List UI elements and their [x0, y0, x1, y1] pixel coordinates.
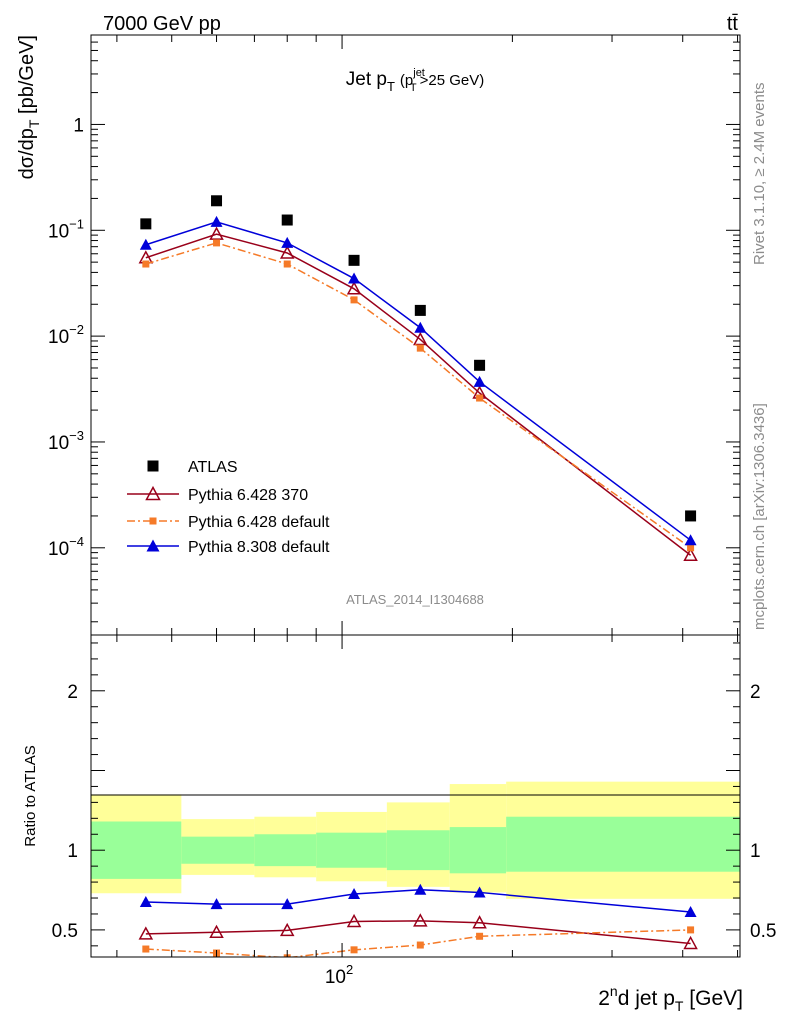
ratio-point-pythia-6-428-370 [346, 913, 362, 928]
ratio-line-pythia-6-428-370 [145, 920, 691, 945]
y-tick-label: 10−1 [48, 216, 84, 242]
data-point-pythia-8-308-default [210, 215, 223, 227]
data-point-pythia-6-428-370 [683, 547, 698, 562]
uncertainty-band-stat [254, 834, 317, 867]
ratio-point-pythia-6-428-370 [472, 915, 487, 929]
legend-label-pythia-8-308-default: Pythia 8.308 default [188, 539, 330, 556]
legend-label-pythia-6-428-370: Pythia 6.428 370 [188, 487, 308, 504]
data-point-pythia-8-308-default [139, 238, 152, 250]
data-point-atlas [140, 218, 152, 230]
uncertainty-band-stat [316, 832, 387, 868]
legend: ATLAS Pythia 6.428 370 Pythia 6.428 defaul… [127, 459, 330, 556]
uncertainty-band-stat [181, 836, 255, 864]
legend-label-pythia-6-428-default: Pythia 6.428 default [188, 514, 330, 531]
y-tick-label: 10−4 [48, 534, 84, 560]
y-tick-label: 10−2 [48, 322, 84, 348]
ratio-y-tick-label-right: 0.5 [750, 921, 776, 942]
data-point-pythia-8-308-default [473, 375, 486, 387]
ratio-point-pythia-8-308-default [348, 888, 361, 900]
legend-marker-pythia-8-308-default [146, 539, 160, 552]
data-point-pythia-6-428-default [476, 394, 484, 402]
data-point-pythia-8-308-default [348, 272, 361, 284]
data-point-pythia-8-308-default [281, 236, 294, 248]
ratio-y-tick-label-left: 0.5 [52, 921, 78, 942]
ratio-point-pythia-6-428-default [687, 926, 695, 934]
uncertainty-band-stat [449, 827, 507, 874]
data-point-atlas [211, 195, 223, 207]
series-line-pythia-6-428-370 [145, 233, 692, 556]
ratio-uncertainty-bands [91, 781, 740, 899]
data-point-pythia-6-428-default [283, 260, 291, 268]
ratio-point-pythia-8-308-default [210, 898, 223, 910]
data-point-pythia-6-428-default [687, 544, 695, 552]
uncertainty-band-stat [386, 830, 450, 871]
analysis-label: ATLAS_2014_I1304688 [346, 592, 484, 607]
x-axis-label: 2nd jet pT [GeV] [598, 983, 743, 1014]
ratio-y-tick-label-left: 1 [67, 841, 78, 862]
legend-label-atlas: ATLAS [188, 459, 238, 476]
ratio-point-pythia-8-308-default [139, 896, 152, 908]
ratio-point-pythia-8-308-default [281, 898, 294, 910]
main-y-axis-label: dσ/dpT [pb/GeV] [16, 35, 42, 179]
data-point-pythia-6-428-default [416, 344, 424, 352]
ratio-y-tick-label-right: 1 [750, 841, 761, 862]
ratio-point-pythia-8-308-default [414, 883, 427, 895]
data-point-atlas [281, 214, 293, 226]
data-point-atlas [348, 254, 360, 266]
header-final-state: tt̄ [727, 13, 739, 35]
main-axes: 1 10−1 10−2 10−3 10−4 [48, 34, 740, 635]
main-title: Jet pT (pjet T >25 GeV) [346, 67, 484, 94]
legend-marker-pythia-6-428-default [149, 517, 157, 525]
ratio-point-pythia-6-428-default [416, 941, 424, 949]
main-panel: 1 10−1 10−2 10−3 10−4 Jet pT (pjet T >25 GeV) d… [16, 34, 741, 636]
y-tick-label: 10−3 [48, 428, 84, 454]
ratio-point-pythia-6-428-default [142, 945, 150, 953]
ratio-axes: 0.5 0.5 1 1 2 2 102 [52, 635, 776, 988]
ratio-point-pythia-6-428-370 [683, 935, 698, 950]
ratio-point-pythia-6-428-default [350, 946, 358, 954]
ratio-y-tick-label-left: 2 [67, 682, 78, 703]
ratio-point-pythia-6-428-370 [138, 926, 154, 940]
data-point-pythia-6-428-default [142, 260, 150, 268]
data-point-pythia-6-428-default [213, 239, 221, 247]
ratio-y-tick-label-right: 2 [750, 682, 761, 703]
data-point-atlas [474, 359, 486, 371]
mcplots-label: mcplots.cern.ch [arXiv:1306.3436] [751, 403, 768, 630]
data-point-pythia-8-308-default [684, 534, 697, 546]
uncertainty-band-stat [91, 821, 182, 879]
ratio-point-pythia-8-308-default [473, 886, 486, 898]
ratio-point-pythia-6-428-default [476, 932, 484, 940]
legend-marker-atlas [147, 460, 159, 472]
uncertainty-band-stat [506, 816, 740, 872]
data-point-pythia-6-428-370 [209, 226, 224, 240]
rivet-version-label: Rivet 3.1.10, ≥ 2.4M events [751, 83, 768, 266]
legend-marker-pythia-6-428-370 [145, 485, 161, 501]
y-tick-label: 1 [73, 115, 84, 136]
data-point-atlas [685, 510, 697, 522]
data-point-pythia-8-308-default [414, 321, 427, 333]
ratio-y-axis-label: Ratio to ATLAS [22, 745, 39, 846]
main-data-layer [138, 195, 698, 562]
ratio-point-pythia-6-428-370 [279, 922, 295, 937]
data-point-pythia-6-428-370 [346, 281, 362, 295]
ratio-panel: 0.5 0.5 1 1 2 2 102 Ratio to ATLAS 2nd jet pT … [22, 634, 776, 1014]
ratio-point-pythia-6-428-370 [413, 913, 428, 927]
data-point-atlas [414, 304, 426, 316]
ratio-frame [90, 634, 741, 958]
data-point-pythia-6-428-370 [279, 245, 295, 259]
ratio-point-pythia-8-308-default [684, 906, 697, 918]
x-tick-label: 102 [325, 962, 353, 988]
header-process: 7000 GeV pp [103, 13, 221, 35]
data-point-pythia-6-428-default [350, 296, 358, 304]
data-point-pythia-6-428-370 [413, 331, 428, 346]
ratio-point-pythia-6-428-370 [209, 924, 224, 939]
